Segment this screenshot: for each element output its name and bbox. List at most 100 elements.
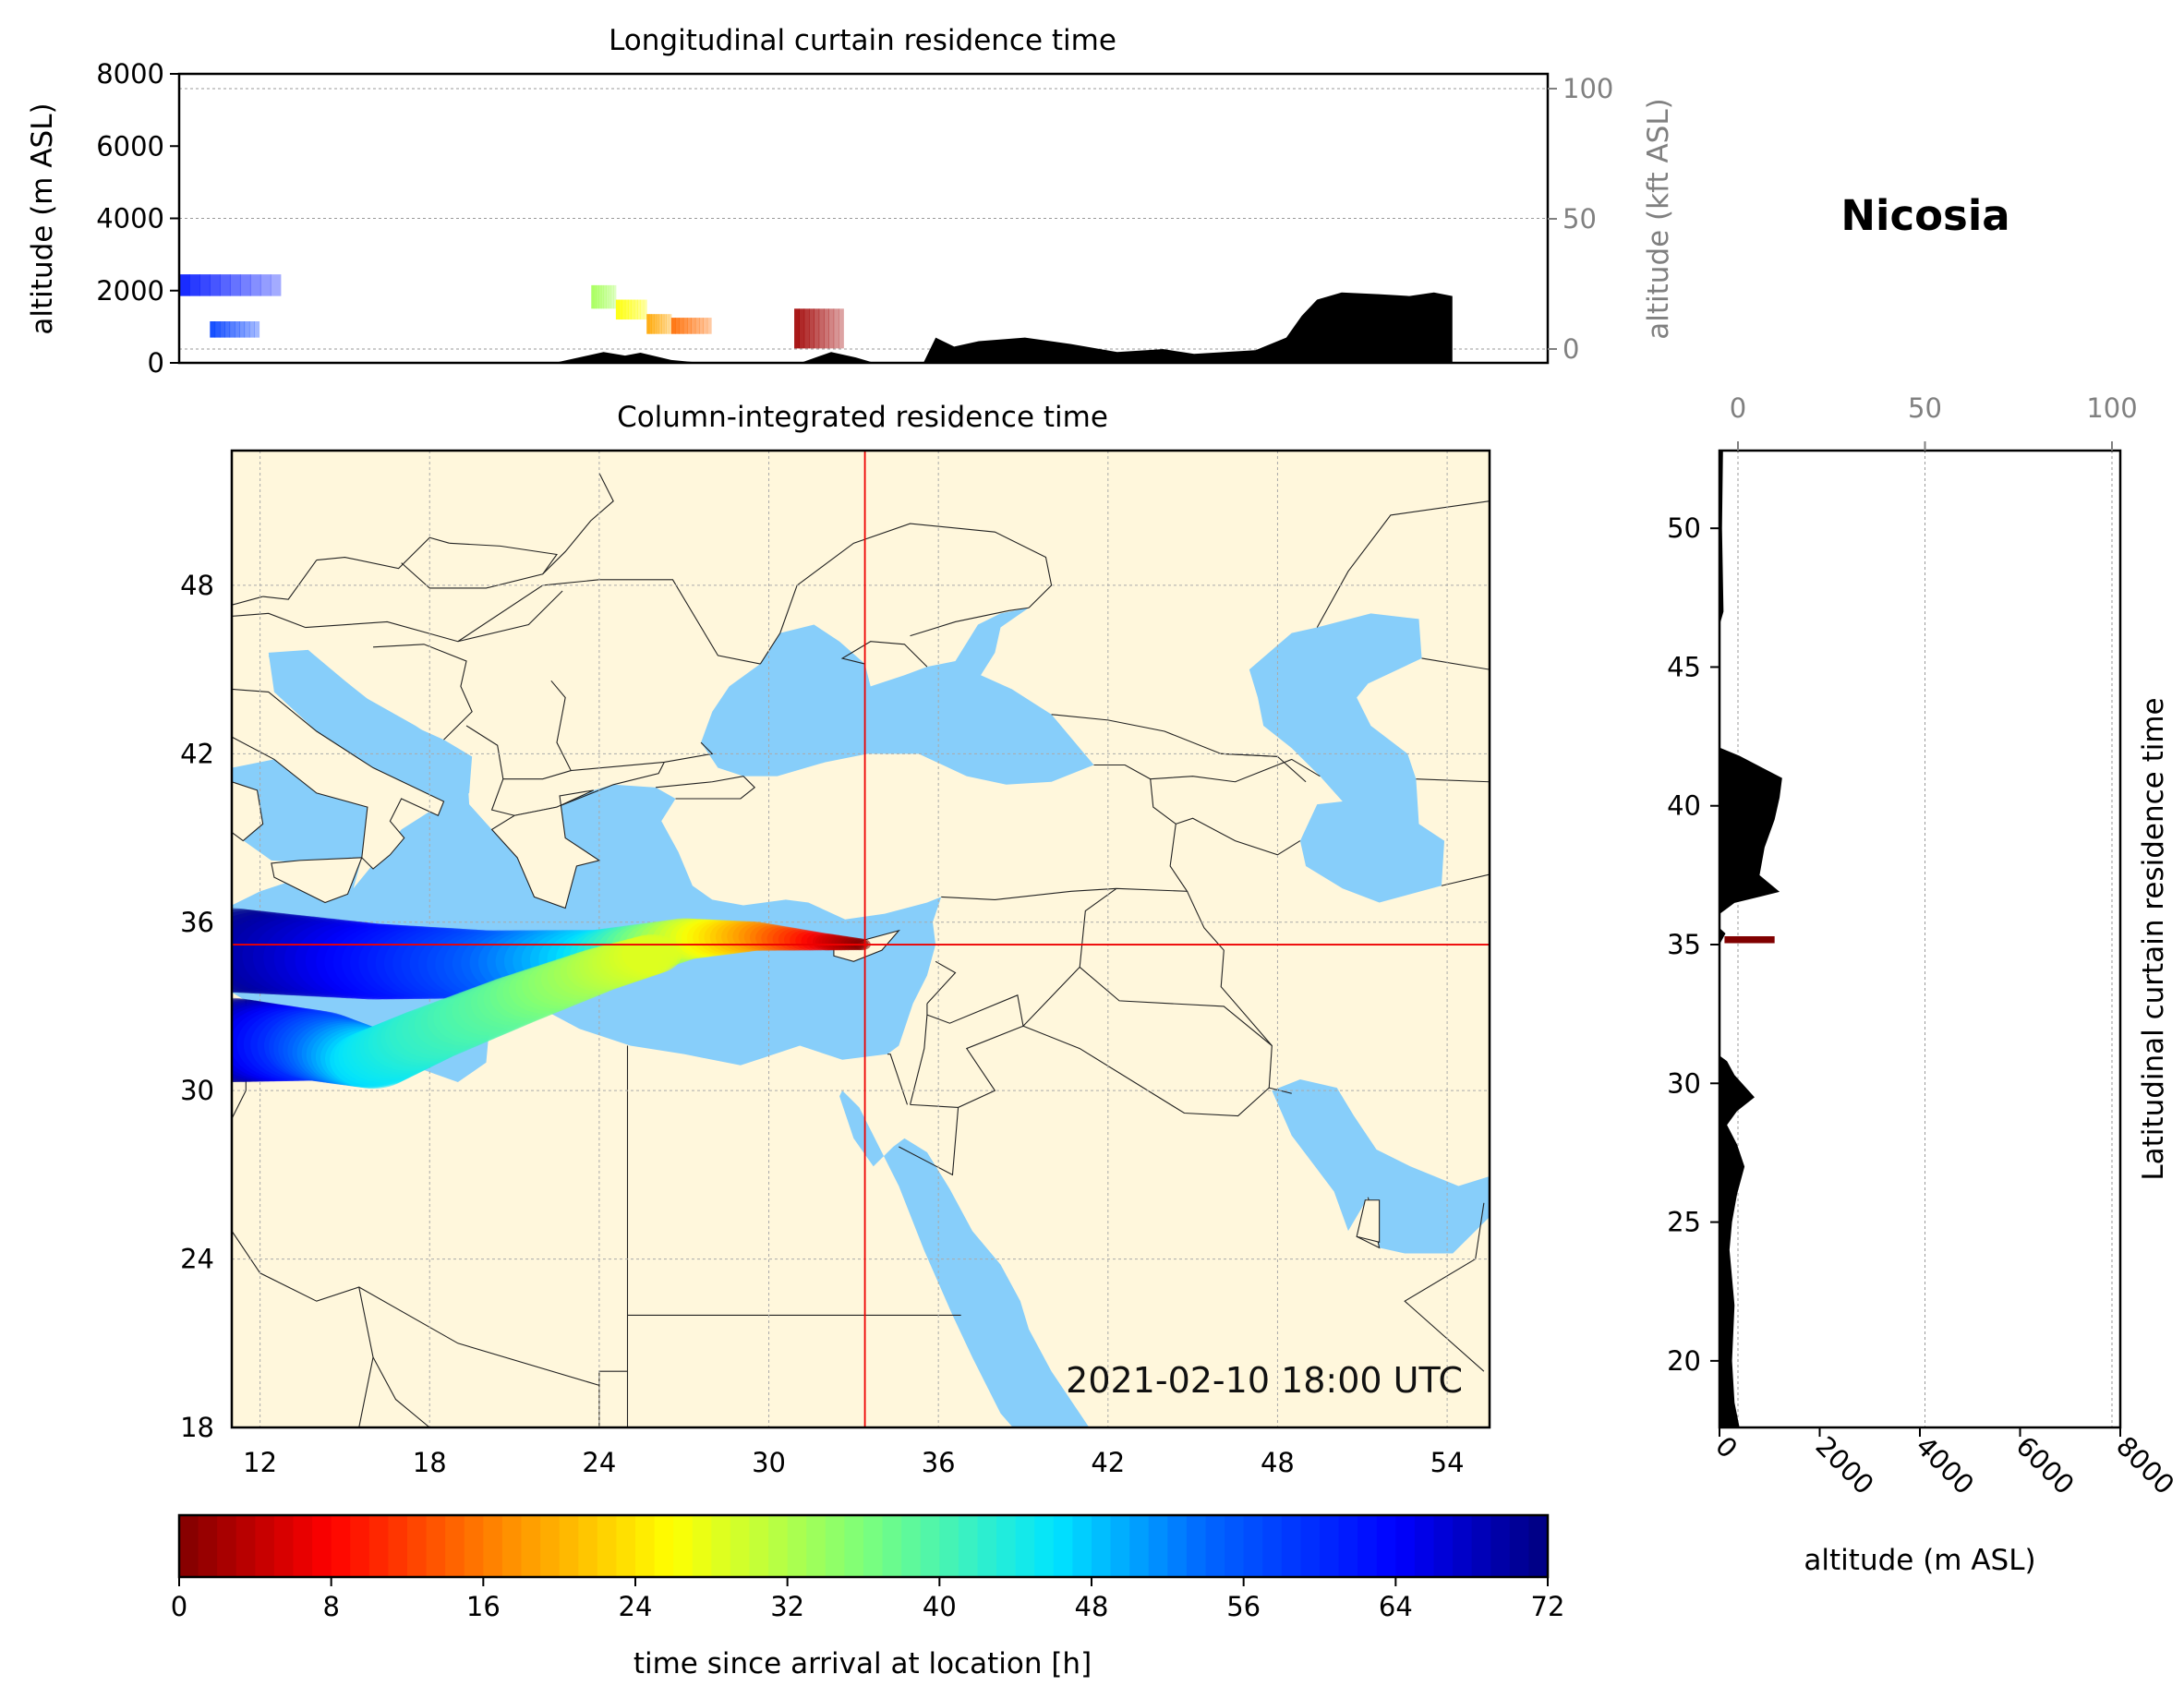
map-title: Column-integrated residence time	[617, 401, 1108, 434]
border-line	[232, 612, 306, 629]
curtain-plume-cell	[188, 274, 200, 296]
curtain-plume-cell	[248, 321, 255, 338]
colorbar-segment	[1414, 1515, 1435, 1577]
colorbar-panel: 0 8 16 24 32 40 48 56 64 72 time since arrival at…	[171, 1513, 1564, 1680]
caspian-sea	[1249, 613, 1445, 903]
map-x-tick-label: 36	[922, 1447, 956, 1478]
border-line	[542, 473, 614, 575]
timestamp-label: 2021-02-10 18:00 UTC	[1066, 1360, 1463, 1401]
border-line	[656, 776, 744, 789]
colorbar-segment	[692, 1515, 712, 1577]
colorbar-segment	[198, 1515, 218, 1577]
sicily-island	[271, 857, 363, 904]
colorbar-segment	[1186, 1515, 1207, 1577]
curtain-plume-cell	[600, 284, 605, 309]
curtain-plume-cell	[234, 321, 240, 338]
colorbar-segment	[1376, 1515, 1396, 1577]
colorbar-segment	[1281, 1515, 1302, 1577]
colorbar-segment	[768, 1515, 789, 1577]
curtain-plume-cell	[244, 321, 250, 338]
colorbar-tick-label: 64	[1379, 1591, 1413, 1622]
border-line	[1187, 891, 1273, 1046]
curtain-plume-cell	[199, 274, 211, 296]
curtain-plume-cell	[239, 321, 246, 338]
map-y-tick-label: 30	[180, 1075, 214, 1106]
longitudinal-curtain-y-ticks-right: 0 50 100	[1548, 73, 1613, 365]
border-line	[1441, 873, 1490, 886]
curtain-plume-cell	[209, 274, 221, 296]
colorbar-segment	[1471, 1515, 1491, 1577]
colorbar-segment	[273, 1515, 295, 1577]
curtain-plume-cell	[675, 318, 681, 334]
curtain-plume-cell	[656, 314, 660, 334]
curtain-plume-cell	[615, 299, 620, 320]
curtain-plume-cell	[631, 299, 635, 320]
colorbar-segment	[711, 1515, 731, 1577]
curtain-plume-cell	[610, 284, 614, 309]
border-line	[465, 725, 572, 780]
colorbar-segment	[1453, 1515, 1473, 1577]
qatar-land	[1356, 1199, 1381, 1244]
curtain-plume-cell	[818, 308, 825, 349]
station-name: Nicosia	[1840, 191, 2009, 240]
curtain-plume-cell	[254, 321, 260, 338]
border-line	[262, 560, 318, 600]
curtain-plume-cell	[658, 314, 662, 334]
curtain-plume-cell	[679, 318, 684, 334]
curtain-plume-cell	[640, 299, 645, 320]
colorbar-segment	[844, 1515, 864, 1577]
lat-y-tick-label: 35	[1667, 929, 1701, 960]
curtain-plume-cell	[229, 274, 241, 296]
border-line	[887, 1054, 909, 1105]
lat-y-tick-label: 45	[1667, 651, 1701, 682]
colorbar-segment	[1338, 1515, 1358, 1577]
border-line	[1421, 657, 1490, 670]
lat-x-tick-label: 8000	[2110, 1430, 2180, 1500]
map-frame	[230, 449, 1491, 1429]
longitudinal-curtain-plume	[179, 274, 844, 349]
colorbar-segment	[464, 1515, 484, 1577]
colorbar-segment	[368, 1515, 390, 1577]
curtain-plume-cell	[794, 308, 800, 349]
column-integrated-map-panel: Column-integrated residence time 12 18 24 3…	[180, 401, 1491, 1478]
curtain-plume-cell	[224, 321, 231, 338]
map-x-tick-label: 42	[1091, 1447, 1125, 1478]
colorbar-segment	[559, 1515, 579, 1577]
latitudinal-curtain-x-ticks-top: 0 50 100	[1730, 392, 2138, 451]
curtain-plume-cell	[809, 308, 814, 349]
curtain-plume-cell	[691, 318, 696, 334]
map-y-tick-label: 42	[180, 738, 214, 769]
colorbar-tick-label: 40	[923, 1591, 957, 1622]
curtain-plume-cell	[624, 299, 629, 320]
lat-y-tick-label: 25	[1667, 1207, 1701, 1238]
curtain-plume-cell	[706, 318, 712, 334]
colorbar-tick-label: 16	[466, 1591, 501, 1622]
curtain-plume-cell	[833, 308, 839, 349]
lat-x-tick-label-top: 0	[1730, 392, 1746, 424]
longitudinal-curtain-y-ticks: 0 2000 4000 6000 8000	[96, 58, 179, 379]
curtain-plume-cell	[210, 321, 216, 338]
border-line	[899, 1107, 959, 1176]
curtain-plume-cell	[637, 299, 642, 320]
border-line	[840, 641, 928, 668]
colorbar-segment	[1167, 1515, 1188, 1577]
border-line	[373, 644, 473, 741]
colorbar-segment	[882, 1515, 902, 1577]
curtain-plume-cell	[670, 318, 676, 334]
colorbar-segment	[426, 1515, 446, 1577]
border-line	[1150, 758, 1321, 783]
curtain-plume-cell	[803, 308, 810, 349]
map-y-ticks: 18 24 30 36 42 48	[180, 570, 214, 1443]
curtain-plume-cell	[682, 318, 688, 334]
border-line	[457, 579, 761, 665]
border-line	[1316, 500, 1490, 628]
colorbar-segment	[350, 1515, 370, 1577]
curtain-plume-cell	[593, 284, 597, 309]
colorbar-frame	[177, 1513, 1550, 1579]
latitudinal-curtain-frame	[1718, 449, 2122, 1429]
map-x-tick-label: 24	[582, 1447, 616, 1478]
colorbar-segment	[293, 1515, 313, 1577]
latitudinal-curtain-xlabel: altitude (m ASL)	[1804, 1544, 2035, 1577]
colorbar-segment	[540, 1515, 561, 1577]
